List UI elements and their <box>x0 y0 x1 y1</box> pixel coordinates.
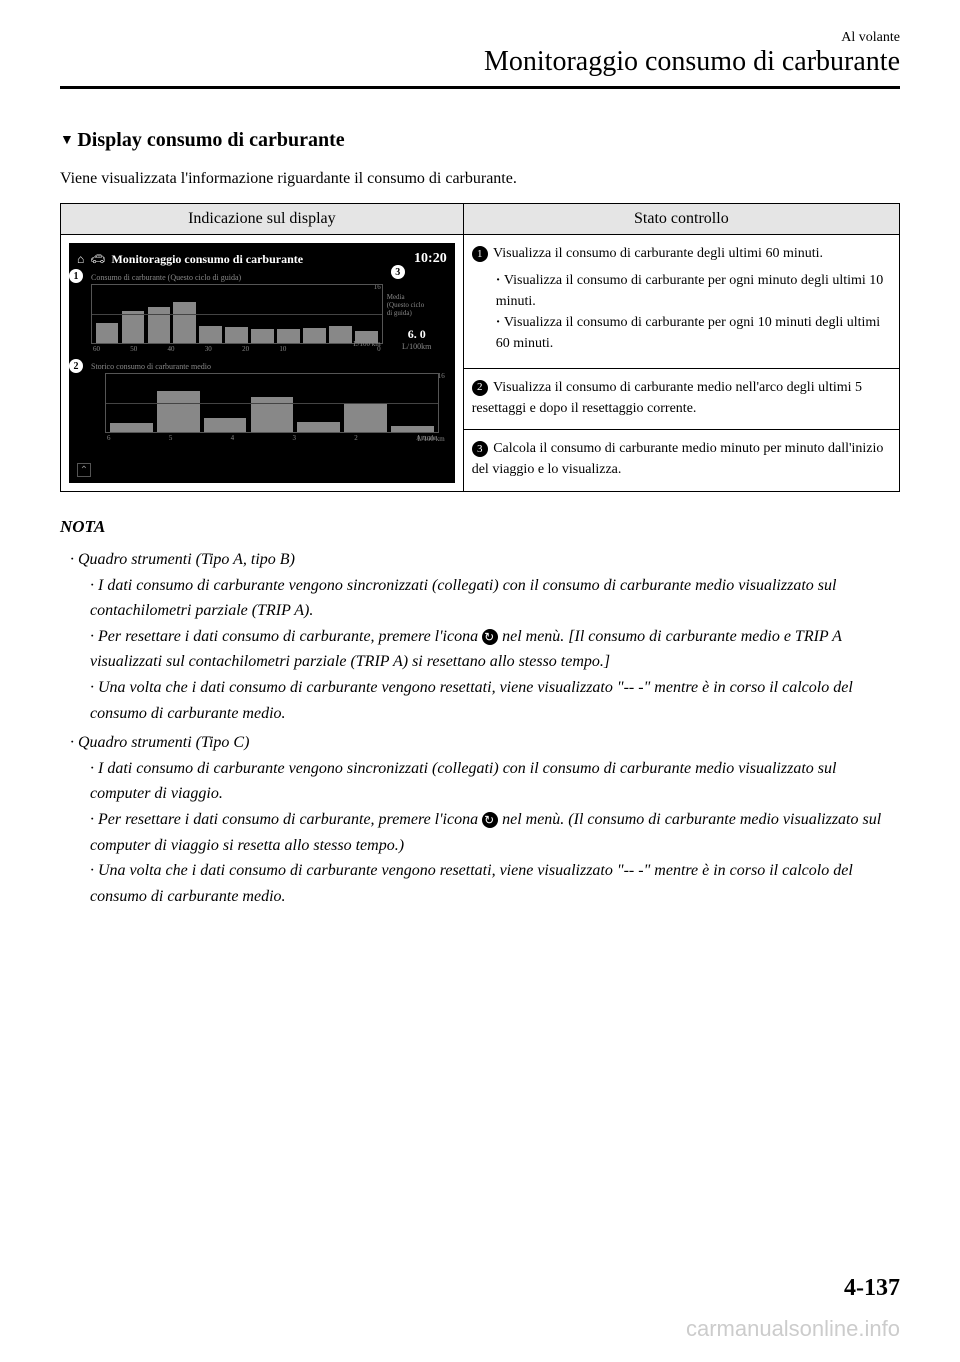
chart-instant: Consumo di carburante (Questo ciclo di g… <box>77 273 383 358</box>
car-icon: 🚗︎ <box>90 252 105 267</box>
nota-group-a: Quadro strumenti (Tipo A, tipo B) I dati… <box>70 547 900 726</box>
stato-row-3: 3 Calcola il consumo di carburante medio… <box>463 430 899 492</box>
media-value: 6. 0 <box>387 327 447 342</box>
page-header: Al volante Monitoraggio consumo di carbu… <box>60 30 900 89</box>
page-number: 4-137 <box>844 1275 900 1302</box>
num-2-icon: 2 <box>472 380 488 396</box>
nota-c3: Una volta che i dati consumo di carburan… <box>90 858 900 909</box>
stato1-li2: Visualizza il consumo di carburante per … <box>496 312 891 354</box>
stato1-text: Visualizza il consumo di carburante degl… <box>490 246 823 261</box>
nota-a-heading: Quadro strumenti (Tipo A, tipo B) <box>78 551 295 568</box>
display-table: Indicazione sul display Stato controllo … <box>60 203 900 492</box>
nota-group-c: Quadro strumenti (Tipo C) I dati consumo… <box>70 730 900 909</box>
display-screenshot-cell: ⌂ 🚗︎ Monitoraggio consumo di carburante … <box>61 235 464 492</box>
reset-icon <box>482 812 498 828</box>
infotainment-screen: ⌂ 🚗︎ Monitoraggio consumo di carburante … <box>69 243 455 483</box>
header-title: Monitoraggio consumo di carburante <box>60 46 900 78</box>
reset-icon <box>482 629 498 645</box>
media-label1: Media <box>387 293 447 301</box>
nota-a1: I dati consumo di carburante vengono sin… <box>90 573 900 624</box>
col-header-stato: Stato controllo <box>463 204 899 235</box>
chart-history: Storico consumo di carburante medio 16 L… <box>77 362 447 457</box>
nota-list: Quadro strumenti (Tipo A, tipo B) I dati… <box>60 547 900 909</box>
chart2-bars <box>105 373 439 433</box>
intro-text: Viene visualizzata l'informazione riguar… <box>60 170 900 188</box>
chart2-label: Storico consumo di carburante medio <box>91 362 447 371</box>
nota-c-heading: Quadro strumenti (Tipo C) <box>78 734 249 751</box>
stato-row-2: 2 Visualizza il consumo di carburante me… <box>463 368 899 430</box>
stato1-li1: Visualizza il consumo di carburante per … <box>496 270 891 312</box>
media-label2: (Questo ciclo <box>387 301 447 309</box>
callout-1: 1 <box>69 269 83 283</box>
stato-row-1: 1 Visualizza il consumo di carburante de… <box>463 235 899 369</box>
section-heading: Display consumo di carburante <box>60 129 900 152</box>
stato3-text: Calcola il consumo di carburante medio m… <box>472 441 884 477</box>
nota-c2: Per resettare i dati consumo di carburan… <box>90 807 900 858</box>
num-3-icon: 3 <box>472 441 488 457</box>
stato2-text: Visualizza il consumo di carburante medi… <box>472 380 862 416</box>
callout-2: 2 <box>69 359 83 373</box>
screen-time: 10:20 <box>414 251 447 267</box>
chart1-bars <box>91 284 383 344</box>
watermark: carmanualsonline.info <box>686 1316 900 1342</box>
media-block: 3 Media (Questo ciclo di guida) 6. 0 L/1… <box>387 273 447 358</box>
media-label3: di guida) <box>387 309 447 317</box>
chart1-unit: L/100 km <box>353 340 380 348</box>
nota-heading: NOTA <box>60 517 900 537</box>
media-unit: L/100km <box>387 342 447 351</box>
screen-title: Monitoraggio consumo di carburante <box>111 252 408 267</box>
nota-a2: Per resettare i dati consumo di carburan… <box>90 624 900 675</box>
nota-c1: I dati consumo di carburante vengono sin… <box>90 756 900 807</box>
home-icon: ⌂ <box>77 252 84 267</box>
expand-icon: ⌃ <box>77 463 91 477</box>
col-header-display: Indicazione sul display <box>61 204 464 235</box>
chart1-xlabels: 6050403020100 <box>91 344 383 353</box>
callout-3: 3 <box>391 265 405 279</box>
header-category: Al volante <box>60 30 900 46</box>
nota-a3: Una volta che i dati consumo di carburan… <box>90 675 900 726</box>
chart2-xlabels: 65432Attuale <box>105 433 439 442</box>
chart2-unit: L/100 km <box>417 435 444 443</box>
chart2-ymax: 16 <box>438 372 445 380</box>
chart1-label: Consumo di carburante (Questo ciclo di g… <box>91 273 383 282</box>
num-1-icon: 1 <box>472 246 488 262</box>
